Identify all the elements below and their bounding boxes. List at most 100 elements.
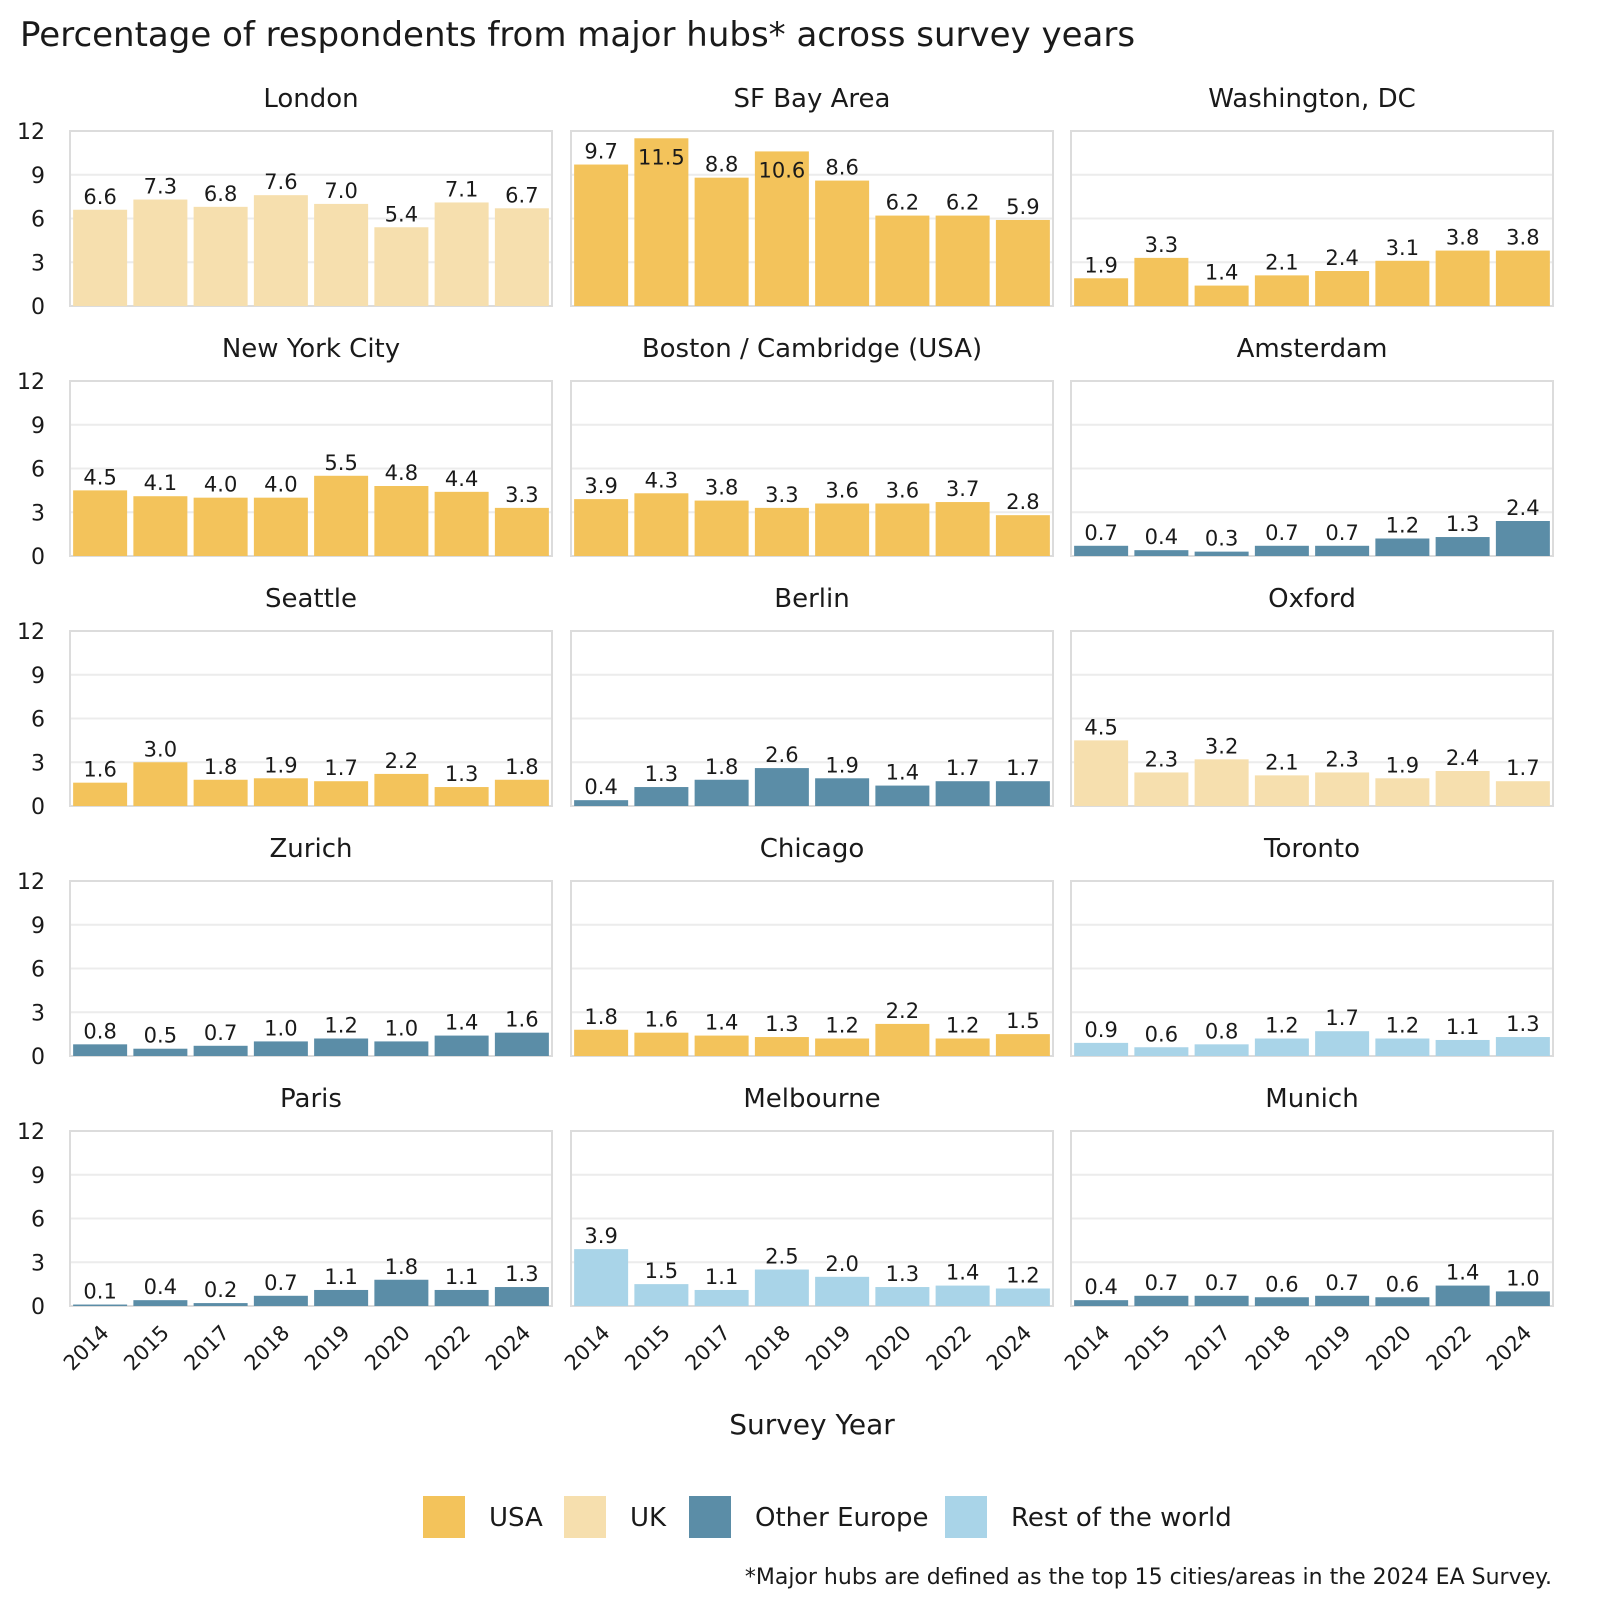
y-tick-label: 6 [31, 208, 45, 233]
bar-chicago-2019 [815, 1038, 870, 1056]
bar-toronto-2015 [1134, 1047, 1189, 1056]
panel-oxford: Oxford 4.5 2.3 3.2 2.1 2.3 1.9 2.4 1.7 [1070, 584, 1554, 807]
plot-frame [570, 380, 1054, 557]
x-tick-label: 2018 [741, 1321, 796, 1376]
bar-sf-bay-area-2022 [935, 215, 990, 306]
panel-title: Toronto [1263, 834, 1360, 864]
panel-title: Washington, DC [1208, 84, 1416, 114]
plot-frame [570, 130, 1054, 307]
bar-berlin-2018 [754, 768, 809, 806]
data-label: 2.4 [1446, 746, 1479, 770]
data-label: 0.6 [1386, 1272, 1419, 1296]
panel-title: Munich [1265, 1084, 1358, 1114]
data-label: 5.5 [324, 451, 357, 475]
bar-new-york-city-2022 [434, 491, 489, 556]
bar-seattle-2015 [133, 762, 188, 806]
panel-title: Oxford [1268, 584, 1356, 614]
bar-sf-bay-area-2015 [634, 138, 689, 306]
data-label: 1.3 [765, 1012, 798, 1036]
x-tick-label: 2015 [119, 1321, 174, 1376]
y-tick-label: 12 [17, 370, 45, 395]
data-label: 2.2 [886, 999, 919, 1023]
x-tick-label: 2017 [1180, 1321, 1235, 1376]
panel-title: London [263, 84, 358, 114]
panel-paris: Paris 0 3 6 9 12 0.1 0.4 0.2 0.7 1.1 1.8 1.1 1.3 [17, 1084, 553, 1320]
data-label: 2.3 [1325, 747, 1358, 771]
bar-boston-cambridge-usa-2019 [815, 503, 870, 556]
bar-melbourne-2022 [935, 1285, 990, 1306]
data-label: 4.8 [385, 461, 418, 485]
bar-oxford-2019 [1315, 772, 1370, 806]
plot-frame [570, 1130, 1054, 1307]
y-tick-label: 9 [31, 1164, 45, 1189]
y-tick-label: 3 [31, 1251, 45, 1276]
plot-frame [570, 880, 1054, 1057]
data-label: 1.3 [1506, 1012, 1539, 1036]
bar-oxford-2024 [1495, 781, 1550, 806]
data-label: 6.6 [83, 185, 116, 209]
data-label: 3.8 [1506, 226, 1539, 250]
data-label: 6.8 [204, 182, 237, 206]
data-label: 1.6 [83, 758, 116, 782]
data-label: 0.6 [1145, 1022, 1178, 1046]
bar-london-2022 [434, 202, 489, 306]
bar-toronto-2018 [1254, 1038, 1309, 1056]
bar-munich-2024 [1495, 1291, 1550, 1306]
data-label: 3.0 [144, 737, 177, 761]
bar-munich-2018 [1254, 1297, 1309, 1306]
bar-zurich-2019 [314, 1038, 369, 1056]
data-label: 1.2 [1265, 1014, 1298, 1038]
bar-amsterdam-2022 [1435, 537, 1490, 556]
bar-washington-dc-2017 [1194, 285, 1249, 306]
bar-amsterdam-2018 [1254, 545, 1309, 556]
bar-paris-2024 [494, 1287, 549, 1306]
y-tick-label: 9 [31, 914, 45, 939]
data-label: 6.2 [946, 191, 979, 215]
y-tick-label: 12 [17, 870, 45, 895]
bar-melbourne-2019 [815, 1276, 870, 1306]
bar-sf-bay-area-2024 [995, 219, 1050, 306]
data-label: 11.5 [638, 145, 685, 169]
data-label: 1.8 [505, 755, 538, 779]
bar-seattle-2024 [494, 779, 549, 806]
bar-zurich-2014 [73, 1044, 128, 1056]
x-tick-label: 2024 [1482, 1321, 1537, 1376]
data-label: 3.8 [1446, 226, 1479, 250]
panel-title: Berlin [774, 584, 849, 614]
x-tick-label: 2020 [861, 1321, 916, 1376]
data-label: 6.2 [886, 191, 919, 215]
bar-london-2015 [133, 199, 188, 306]
panel-title: Zurich [270, 834, 353, 864]
bar-oxford-2018 [1254, 775, 1309, 806]
bar-boston-cambridge-usa-2015 [634, 493, 689, 556]
bar-washington-dc-2022 [1435, 250, 1490, 306]
bar-munich-2020 [1375, 1297, 1430, 1306]
panel-zurich: Zurich 0 3 6 9 12 0.8 0.5 0.7 1.0 1.2 1.0 1.4 1.6 [17, 834, 553, 1070]
data-label: 2.3 [1145, 747, 1178, 771]
bar-chicago-2017 [694, 1035, 749, 1056]
legend-label: USA [489, 1503, 543, 1533]
y-tick-label: 6 [31, 708, 45, 733]
data-label: 1.0 [385, 1016, 418, 1040]
data-label: 7.3 [144, 175, 177, 199]
x-tick-label: 2024 [982, 1321, 1037, 1376]
data-label: 2.5 [765, 1245, 798, 1269]
bar-berlin-2014 [574, 800, 629, 806]
data-label: 3.9 [584, 474, 617, 498]
bar-munich-2014 [1074, 1300, 1129, 1306]
data-label: 0.7 [1265, 521, 1298, 545]
data-label: 1.7 [946, 756, 979, 780]
bar-zurich-2015 [133, 1048, 188, 1056]
bar-washington-dc-2015 [1134, 257, 1189, 306]
bar-oxford-2017 [1194, 759, 1249, 806]
bar-new-york-city-2019 [314, 475, 369, 556]
bar-toronto-2019 [1315, 1031, 1370, 1056]
data-label: 8.8 [705, 153, 738, 177]
bar-boston-cambridge-usa-2017 [694, 500, 749, 556]
x-tick-label: 2022 [1421, 1321, 1476, 1376]
chart-title: Percentage of respondents from major hub… [20, 15, 1135, 55]
panel-title: Chicago [760, 834, 865, 864]
bar-munich-2022 [1435, 1285, 1490, 1306]
data-label: 4.3 [645, 468, 678, 492]
y-tick-label: 3 [31, 751, 45, 776]
